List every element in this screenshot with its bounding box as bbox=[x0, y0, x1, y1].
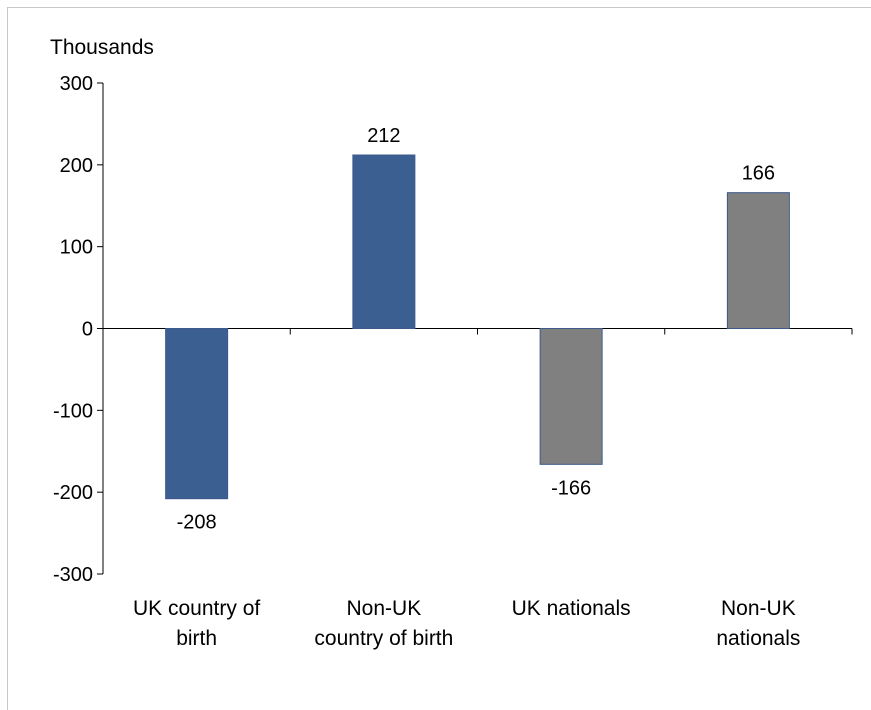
category-label: UK country of bbox=[133, 597, 260, 620]
y-tick-label: 0 bbox=[82, 319, 93, 341]
category-label: country of birth bbox=[314, 627, 453, 650]
category-label: birth bbox=[176, 627, 217, 650]
category-label: Non-UK bbox=[347, 597, 422, 620]
data-labels: -208 212 -166 166 bbox=[177, 125, 775, 534]
y-tick-label: 300 bbox=[60, 73, 93, 95]
data-label: 166 bbox=[742, 163, 775, 185]
y-tick-label: -300 bbox=[53, 564, 93, 586]
data-label: -208 bbox=[177, 512, 217, 534]
y-tick-label: 200 bbox=[60, 155, 93, 177]
y-unit-label: Thousands bbox=[50, 36, 154, 59]
y-tick-label: 100 bbox=[60, 237, 93, 259]
bar bbox=[352, 154, 416, 329]
data-label: -166 bbox=[551, 477, 591, 499]
chart-frame bbox=[7, 7, 871, 710]
bars bbox=[165, 154, 790, 500]
y-axis-ticks: 300 200 100 0 -100 -200 -300 bbox=[53, 73, 103, 586]
bar bbox=[539, 328, 603, 465]
bar bbox=[165, 328, 229, 500]
category-labels: UK country of birth Non-UK country of birth… bbox=[133, 597, 800, 650]
bar bbox=[726, 192, 790, 329]
category-label: UK nationals bbox=[512, 597, 631, 620]
category-label: nationals bbox=[716, 627, 800, 650]
data-label: 212 bbox=[367, 125, 400, 147]
y-tick-label: -200 bbox=[53, 482, 93, 504]
y-tick-label: -100 bbox=[53, 400, 93, 422]
category-label: Non-UK bbox=[721, 597, 796, 620]
